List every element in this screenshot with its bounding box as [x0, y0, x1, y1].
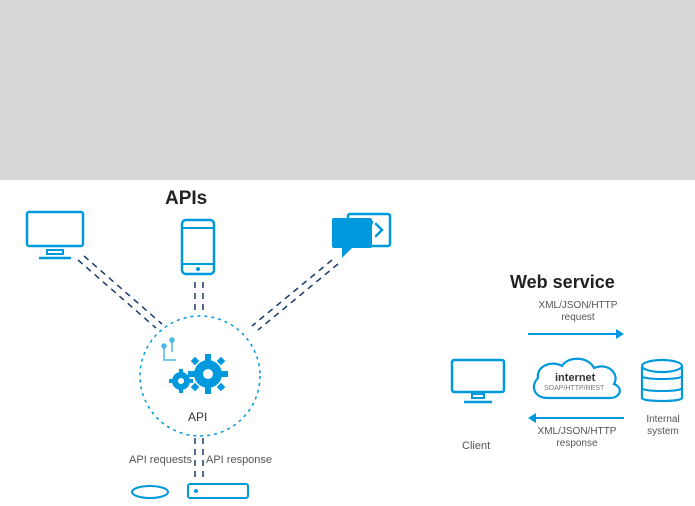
webservice-title: Web service	[510, 272, 615, 293]
server-icon	[130, 482, 250, 506]
cloud-title: internet	[555, 372, 595, 384]
ws-response-label: XML/JSON/HTTP response	[522, 426, 632, 450]
client-icon	[450, 358, 506, 406]
ws-request-arrow	[528, 328, 624, 340]
api-hub-label: API	[188, 410, 207, 424]
api-response-label: API response	[206, 454, 272, 466]
header-blank	[0, 0, 695, 180]
ws-response-arrow	[528, 412, 624, 424]
server-label: Internal system	[634, 414, 692, 438]
diagram-canvas: APIs	[0, 180, 695, 500]
cloud-sub: SOAP/HTTP/REST	[544, 385, 604, 392]
ws-request-label: XML/JSON/HTTP request	[528, 300, 628, 324]
api-requests-label: API requests	[120, 454, 192, 466]
client-label: Client	[462, 440, 490, 452]
database-icon	[638, 358, 686, 406]
